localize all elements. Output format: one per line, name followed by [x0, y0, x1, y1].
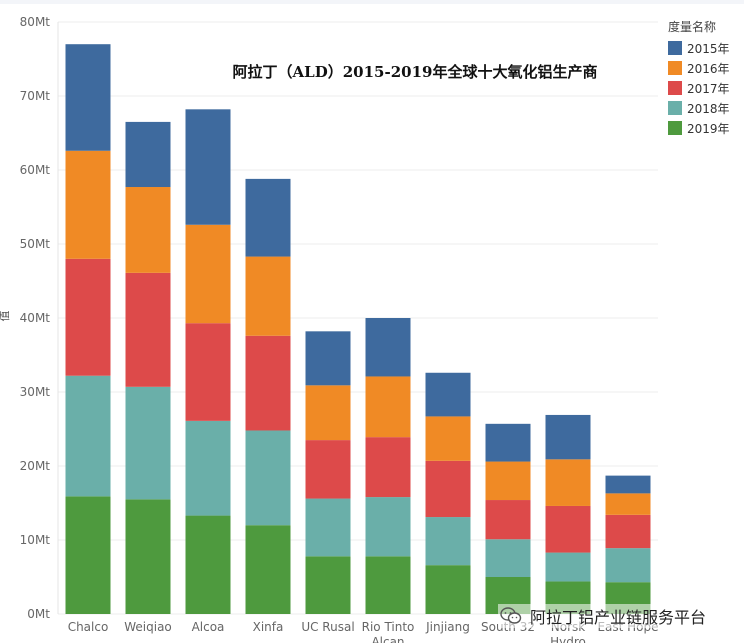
bar-segment [305, 556, 351, 614]
legend-swatch [668, 121, 682, 135]
x-tick-label: UC Rusal [301, 620, 354, 634]
y-axis-ticks: 0Mt 10Mt 20Mt 30Mt 40Mt 50Mt 60Mt 70Mt 80Mt [20, 15, 51, 621]
bar-segment [425, 416, 471, 461]
y-tick-label: 10Mt [20, 533, 51, 547]
legend-item: 2015年 [668, 38, 730, 58]
y-axis-label: 值 [0, 311, 11, 322]
legend-item: 2018年 [668, 98, 730, 118]
bar-segment [545, 414, 591, 460]
bar-segment [605, 475, 651, 494]
x-tick-label: Alcoa [192, 620, 225, 634]
bar-segment [245, 256, 291, 336]
bar-segment [545, 459, 591, 506]
legend-item: 2016年 [668, 58, 730, 78]
bar-segment [425, 565, 471, 614]
bar-segment [65, 258, 111, 376]
bar-segment [125, 121, 171, 188]
x-tick-label: Weiqiao [124, 620, 172, 634]
legend-label: 2015年 [687, 41, 730, 56]
legend-item: 2019年 [668, 118, 730, 138]
bar-segment [485, 423, 531, 462]
y-tick-label: 30Mt [20, 385, 51, 399]
bar-segment [305, 385, 351, 441]
bar-segment [605, 514, 651, 549]
y-tick-label: 0Mt [27, 607, 50, 621]
bar-segment [305, 440, 351, 499]
chart-title: 阿拉丁（ALD）2015-2019年全球十大氧化铝生产商 [233, 63, 598, 81]
legend: 度量名称 2015年 2016年 2017年 2018年 2019年 [668, 18, 730, 138]
bar-segment [425, 460, 471, 518]
y-tick-label: 70Mt [20, 89, 51, 103]
y-tick-label: 60Mt [20, 163, 51, 177]
legend-title: 度量名称 [668, 20, 717, 34]
legend-swatch [668, 41, 682, 55]
bar-segment [485, 461, 531, 501]
y-tick-label: 80Mt [20, 15, 51, 29]
bar-segment [185, 420, 231, 516]
bar-segment [65, 150, 111, 259]
legend-label: 2017年 [687, 81, 730, 96]
bar-segment [305, 331, 351, 386]
bar-segment [65, 375, 111, 497]
watermark-text: 阿拉丁铝产业链服务平台 [530, 608, 707, 627]
bar-segment [605, 548, 651, 583]
legend-label: 2018年 [687, 101, 730, 116]
bar-segment [185, 323, 231, 421]
top-strip [0, 0, 744, 4]
bar-segment [125, 272, 171, 387]
bar-segment [245, 178, 291, 257]
wechat-icon [500, 607, 522, 624]
bar-segment [485, 500, 531, 540]
legend-label: 2019年 [687, 121, 730, 136]
bar-segment [125, 499, 171, 614]
legend-swatch [668, 61, 682, 75]
bar-segment [65, 44, 111, 151]
bar-segment [365, 437, 411, 498]
bar-segment [545, 505, 591, 553]
bar-segment [65, 496, 111, 614]
x-tick-label: Chalco [68, 620, 109, 634]
bar-segment [605, 493, 651, 515]
y-tick-label: 20Mt [20, 459, 51, 473]
bar-segment [185, 109, 231, 225]
x-tick-label: Rio Tinto Alcan [362, 620, 415, 643]
bar-segment [125, 187, 171, 273]
bar-segment [365, 376, 411, 438]
bar-segment [125, 386, 171, 500]
x-tick-label: Xinfa [253, 620, 284, 634]
legend-item: 2017年 [668, 78, 730, 98]
bar-segment [365, 556, 411, 614]
bar-segment [365, 318, 411, 377]
legend-label: 2016年 [687, 61, 730, 76]
legend-swatch [668, 101, 682, 115]
x-tick-label: Jinjiang [425, 620, 470, 634]
bar-segment [545, 552, 591, 582]
bar-segment [185, 515, 231, 614]
bar-segment [245, 335, 291, 431]
bar-segment [425, 372, 471, 417]
watermark: 阿拉丁铝产业链服务平台 [498, 604, 709, 628]
y-tick-label: 50Mt [20, 237, 51, 251]
bars [65, 44, 651, 614]
bar-segment [305, 498, 351, 557]
x-axis-ticks: Chalco Weiqiao Alcoa Xinfa UC Rusal Rio Tinto… [68, 620, 659, 643]
bar-segment [185, 224, 231, 324]
bar-segment [245, 430, 291, 526]
bar-segment [365, 497, 411, 557]
bar-segment [245, 525, 291, 614]
bar-segment [425, 517, 471, 566]
legend-swatch [668, 81, 682, 95]
bar-segment [485, 539, 531, 577]
legend-items: 2015年 2016年 2017年 2018年 2019年 [668, 38, 730, 138]
y-tick-label: 40Mt [20, 311, 51, 325]
